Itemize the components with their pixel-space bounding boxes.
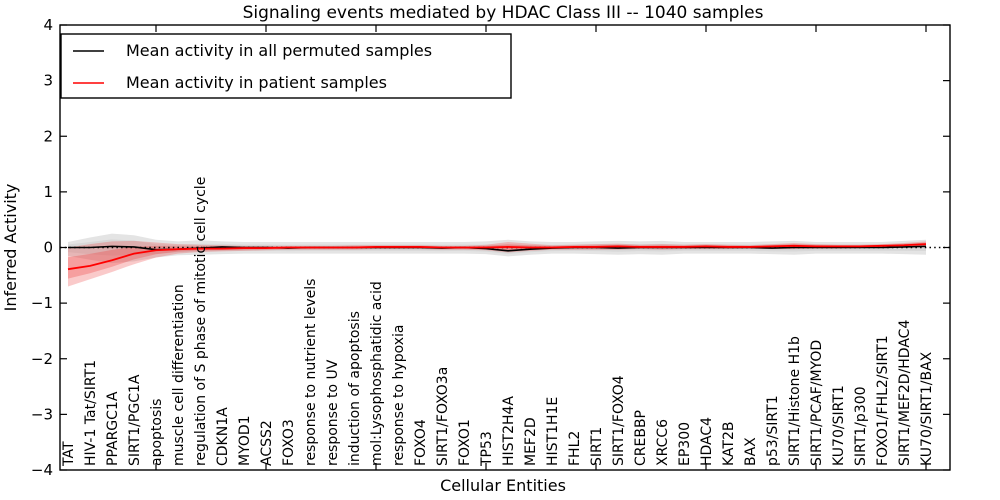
x-tick-label: FOXO1/FHL2/SIRT1 <box>875 335 891 466</box>
x-tick-label: SIRT1/Histone H1b <box>787 336 803 466</box>
legend-patient-label: Mean activity in patient samples <box>126 73 387 92</box>
x-tick-label: HDAC4 <box>699 417 715 466</box>
y-axis-label: Inferred Activity <box>1 184 20 312</box>
x-tick-label: CREBBP <box>633 410 649 466</box>
x-tick-label: response to nutrient levels <box>303 279 319 466</box>
x-tick-label: BAX <box>743 437 759 466</box>
axes-frame <box>59 24 951 471</box>
legend: Mean activity in all permuted samples Me… <box>60 33 512 99</box>
mean-lines <box>67 243 927 271</box>
x-tick-label: EP300 <box>677 422 693 466</box>
x-axis-label: Cellular Entities <box>440 476 566 495</box>
legend-box <box>60 33 512 99</box>
x-tick-label: muscle cell differentiation <box>171 284 187 466</box>
patient-mean-line <box>67 243 927 271</box>
y-tick-labels: 4 3 2 1 0 −1 −2 −3 −4 <box>31 16 53 479</box>
y-tick-label: −2 <box>31 350 53 368</box>
y-tick-label: 4 <box>43 16 53 34</box>
x-tick-label: SIRT1/MEF2D/HDAC4 <box>897 320 913 466</box>
x-tick-label: PPARGC1A <box>105 391 121 466</box>
x-tick-label: FOXO1 <box>457 419 473 466</box>
x-tick-label: CDKN1A <box>215 407 231 466</box>
x-tick-label: TAT <box>61 441 77 467</box>
x-tick-label: regulation of S phase of mitotic cell cy… <box>193 177 209 466</box>
x-tick-label: p53/SIRT1 <box>765 395 781 466</box>
x-tick-label: ACSS2 <box>259 420 275 466</box>
y-tick-label: 3 <box>43 72 53 90</box>
y-tick-label: −1 <box>31 294 53 312</box>
x-tick-label: FOXO3 <box>281 419 297 466</box>
x-tick-label: HIST2H4A <box>501 396 517 466</box>
x-tick-label: KU70/SIRT1/BAX <box>919 351 935 466</box>
y-tick-label: 0 <box>43 239 53 257</box>
x-entity-labels: TAT HIV-1 Tat/SIRT1 PPARGC1A SIRT1/PGC1A apo… <box>61 177 935 467</box>
x-tick-label: induction of apoptosis <box>347 311 363 466</box>
y-tick-label: 2 <box>43 127 53 145</box>
x-tick-label: MYOD1 <box>237 415 253 466</box>
x-tick-label: SIRT1/p300 <box>853 386 869 466</box>
x-tick-label: apoptosis <box>149 399 165 466</box>
x-tick-label: SIRT1 <box>589 427 605 466</box>
permuted-mean-line <box>68 245 927 252</box>
x-tick-label: TP53 <box>479 431 495 467</box>
x-tick-label: mol:Lysophosphatidic acid <box>369 281 385 466</box>
x-tick-label: KU70/SIRT1 <box>831 385 847 466</box>
x-tick-label: MEF2D <box>523 417 539 466</box>
y-tick-label: −4 <box>31 461 53 479</box>
x-tick-label: SIRT1/FOXO4 <box>611 375 627 466</box>
y-tick-label: −3 <box>31 405 53 423</box>
x-tick-label: XRCC6 <box>655 419 671 466</box>
x-tick-label: response to UV <box>325 359 341 466</box>
x-tick-label: SIRT1/PGC1A <box>127 374 143 466</box>
x-tick-label: FOXO4 <box>413 419 429 466</box>
x-tick-label: KAT2B <box>721 422 737 467</box>
legend-permuted-label: Mean activity in all permuted samples <box>126 41 432 60</box>
x-tick-label: response to hypoxia <box>391 325 407 466</box>
x-tick-label: FHL2 <box>567 431 583 466</box>
x-tick-label: HIV-1 Tat/SIRT1 <box>83 360 99 466</box>
chart-title: Signaling events mediated by HDAC Class … <box>243 3 764 23</box>
x-tick-label: HIST1H1E <box>545 397 561 466</box>
y-tick-label: 1 <box>43 183 53 201</box>
x-tick-label: SIRT1/FOXO3a <box>435 367 451 466</box>
x-tick-label: SIRT1/PCAF/MYOD <box>809 340 825 466</box>
